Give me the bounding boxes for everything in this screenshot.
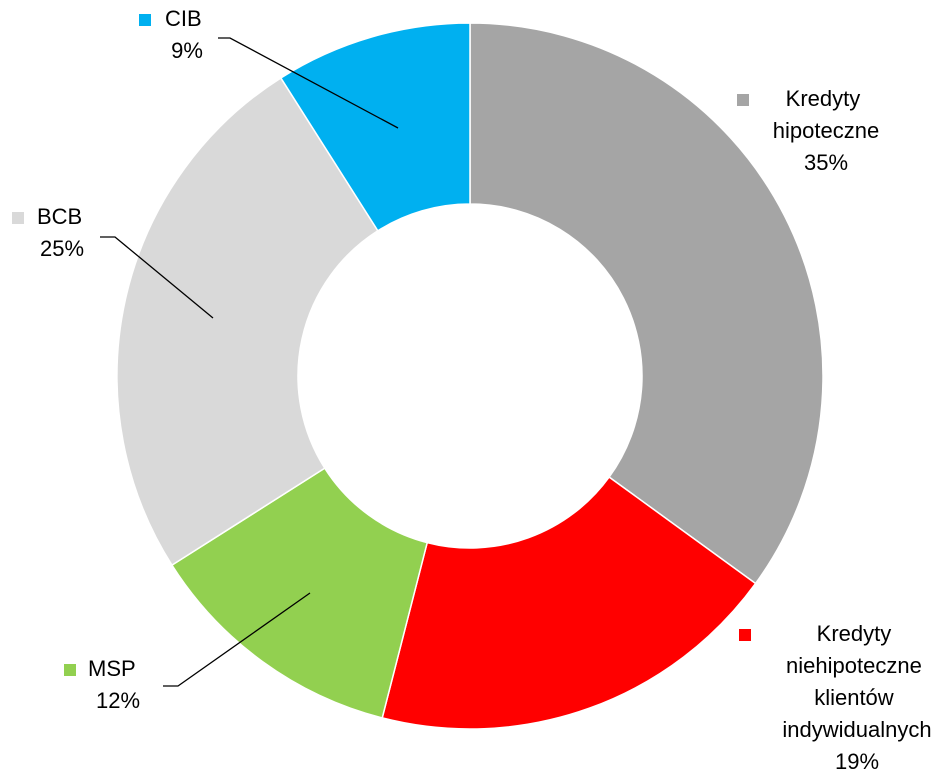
leader-line — [218, 37, 399, 129]
category-label: Kredyty niehipoteczne klientów indywidua… — [782, 621, 931, 742]
category-label: Kredyty hipoteczne — [773, 86, 879, 143]
slice — [116, 76, 379, 567]
value-label: 25% — [40, 236, 84, 261]
slice — [170, 467, 429, 719]
leader-line — [100, 236, 214, 319]
slice — [279, 22, 471, 232]
category-label: MSP — [88, 656, 136, 681]
value-label: 19% — [835, 749, 879, 769]
legend-marker — [64, 664, 76, 676]
slices — [116, 22, 824, 730]
legend-marker — [737, 94, 749, 106]
legend-marker — [139, 14, 151, 26]
data-label: Kredyty hipoteczne 35% — [737, 86, 879, 175]
leader-line — [163, 592, 311, 687]
value-label: 9% — [171, 38, 203, 63]
data-label: BCB 25% — [12, 204, 84, 261]
category-label: CIB — [165, 6, 202, 31]
slice — [469, 22, 824, 585]
legend-marker — [739, 629, 751, 641]
data-label: MSP 12% — [64, 656, 140, 713]
legend-marker — [12, 212, 24, 224]
value-label: 35% — [804, 150, 848, 175]
slice — [381, 476, 757, 730]
data-label: CIB 9% — [139, 6, 203, 63]
category-label: BCB — [37, 204, 82, 229]
value-label: 12% — [96, 688, 140, 713]
data-label: Kredyty niehipoteczne klientów indywidua… — [739, 621, 932, 769]
